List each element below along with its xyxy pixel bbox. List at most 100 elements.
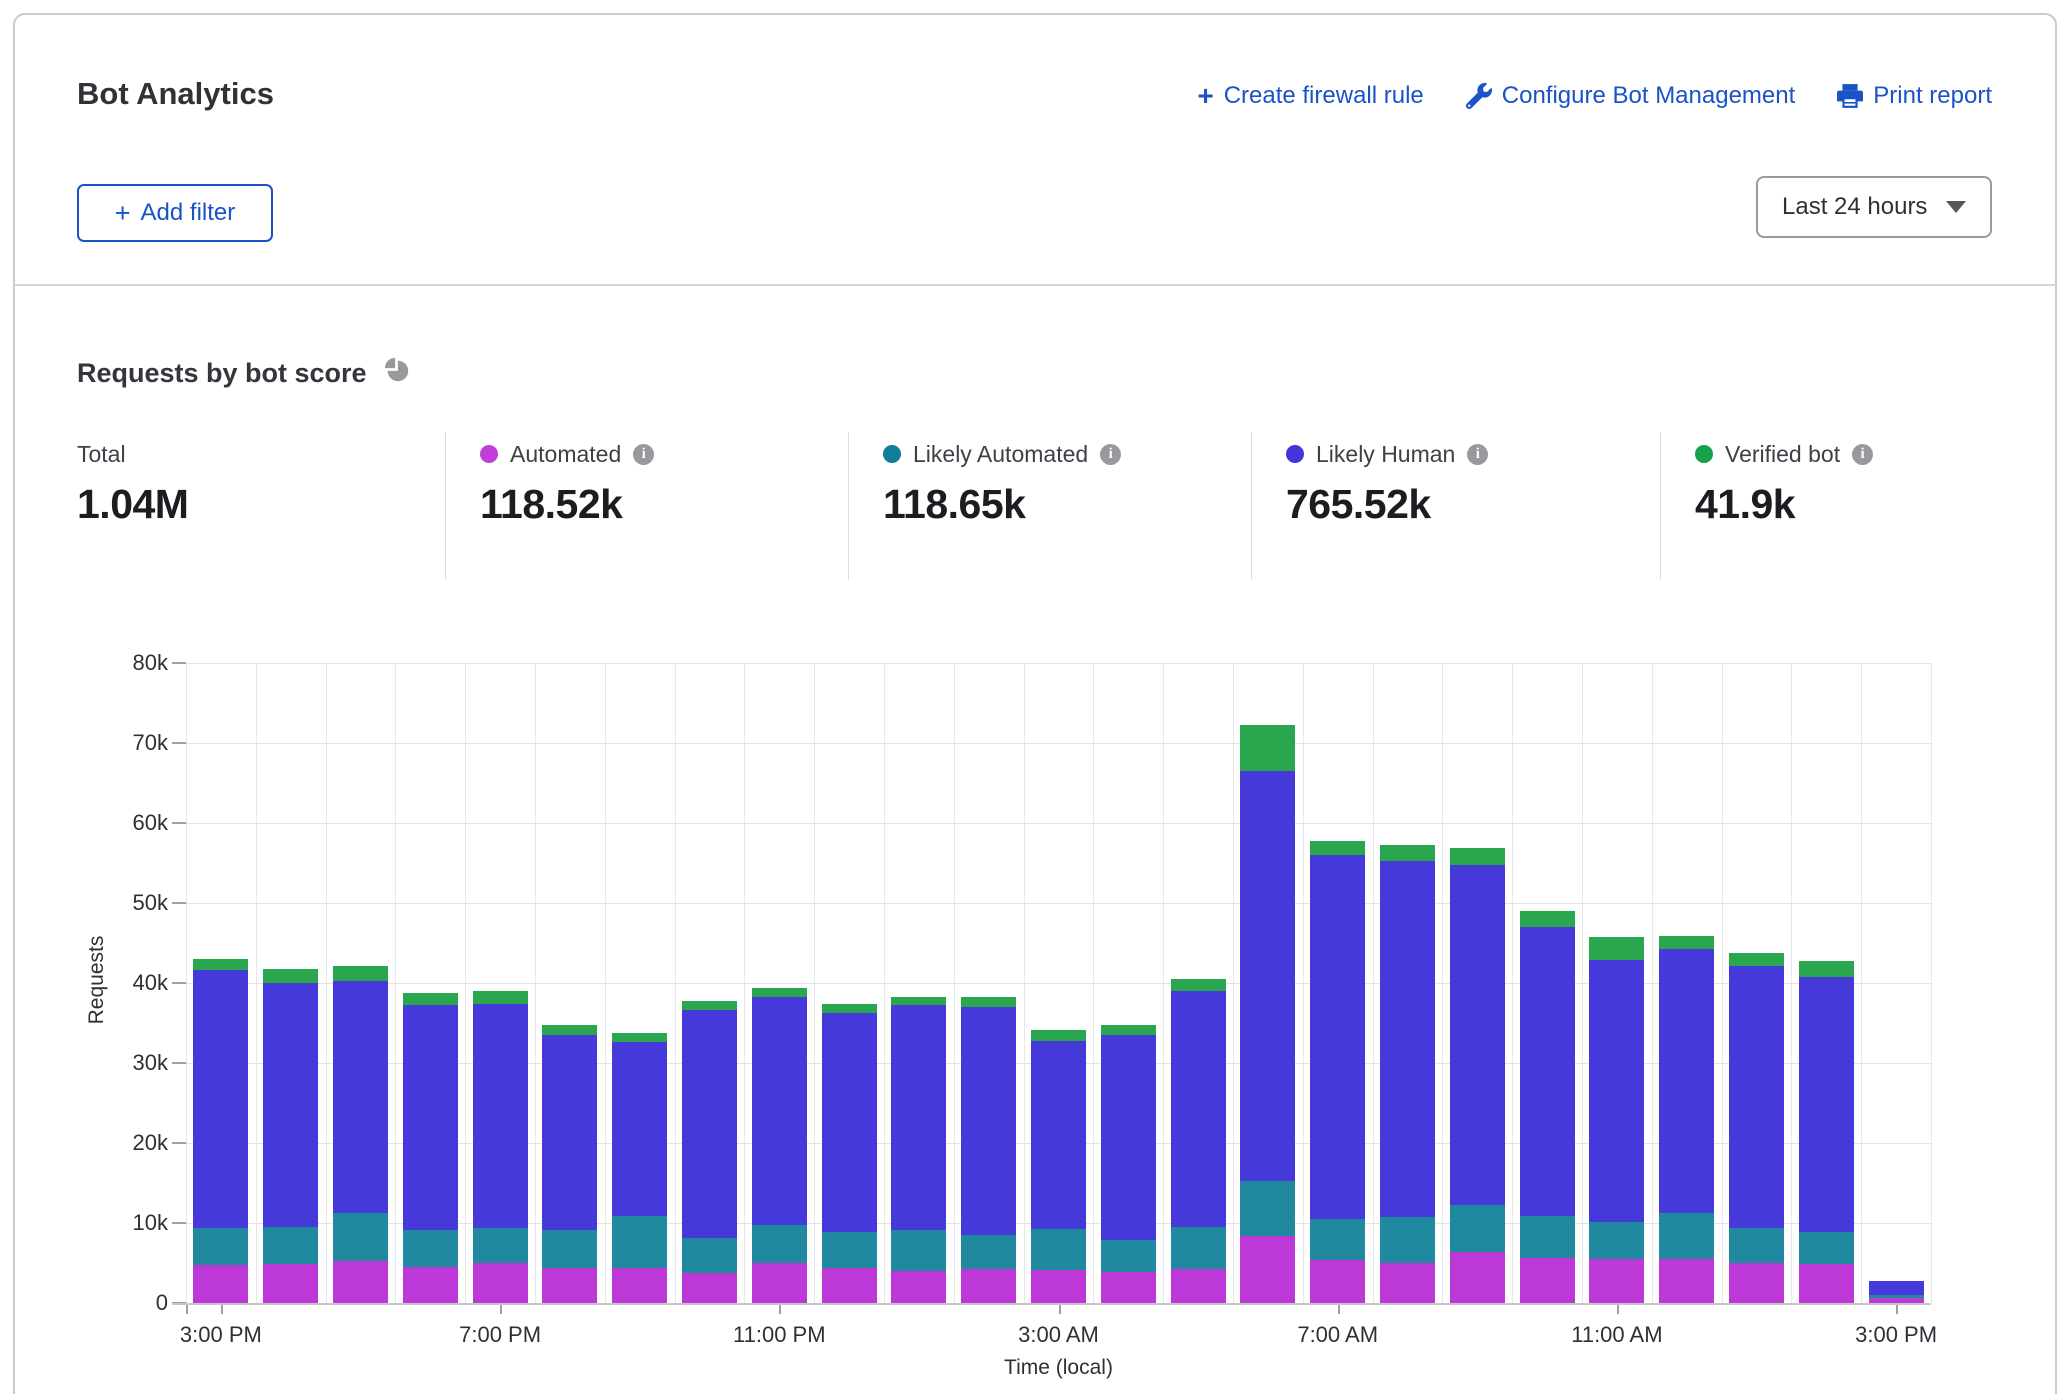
bar-hour-24[interactable]: [1868, 1280, 1924, 1303]
bar-segment-verified-bot[interactable]: [1729, 952, 1784, 967]
bar-segment-likely-human[interactable]: [1868, 1281, 1924, 1296]
bar-segment-likely-automated[interactable]: [1729, 1227, 1784, 1263]
bar-hour-17[interactable]: [1380, 844, 1435, 1303]
add-filter-button[interactable]: + Add filter: [77, 184, 273, 242]
info-icon[interactable]: i: [1852, 443, 1874, 465]
bar-segment-likely-automated[interactable]: [1380, 1217, 1435, 1263]
bar-segment-likely-human[interactable]: [542, 1035, 598, 1231]
bar-hour-2[interactable]: [333, 966, 388, 1303]
bar-segment-likely-automated[interactable]: [263, 1227, 319, 1264]
bar-segment-likely-automated[interactable]: [1868, 1295, 1924, 1299]
bar-segment-likely-automated[interactable]: [1240, 1180, 1296, 1236]
bar-segment-automated[interactable]: [1310, 1259, 1366, 1303]
bar-hour-9[interactable]: [821, 1003, 877, 1303]
bar-segment-automated[interactable]: [751, 1262, 807, 1303]
bar-segment-automated[interactable]: [1170, 1269, 1226, 1303]
bar-hour-21[interactable]: [1659, 935, 1715, 1303]
bar-segment-verified-bot[interactable]: [821, 1003, 877, 1014]
bar-segment-verified-bot[interactable]: [193, 959, 249, 971]
bar-segment-likely-automated[interactable]: [1798, 1231, 1854, 1264]
bar-segment-likely-automated[interactable]: [1519, 1215, 1575, 1259]
bar-segment-likely-human[interactable]: [751, 997, 807, 1225]
bar-segment-likely-human[interactable]: [1589, 959, 1645, 1223]
bar-hour-16[interactable]: [1310, 840, 1366, 1303]
bar-segment-likely-human[interactable]: [1310, 855, 1366, 1219]
bar-hour-15[interactable]: [1240, 724, 1296, 1303]
bar-segment-automated[interactable]: [682, 1272, 737, 1303]
bar-segment-verified-bot[interactable]: [891, 996, 947, 1006]
bar-segment-likely-automated[interactable]: [193, 1227, 249, 1266]
bar-hour-4[interactable]: [472, 991, 528, 1303]
bar-segment-likely-automated[interactable]: [1170, 1227, 1226, 1270]
bar-hour-7[interactable]: [682, 1001, 737, 1303]
bar-segment-verified-bot[interactable]: [1449, 847, 1505, 865]
bar-segment-likely-automated[interactable]: [1100, 1239, 1156, 1272]
bar-segment-likely-human[interactable]: [1100, 1035, 1156, 1240]
time-range-select[interactable]: Last 24 hours: [1756, 176, 1992, 238]
bar-segment-automated[interactable]: [612, 1267, 668, 1303]
bar-segment-automated[interactable]: [1031, 1270, 1086, 1303]
bar-segment-likely-automated[interactable]: [1659, 1212, 1715, 1259]
bar-hour-18[interactable]: [1449, 847, 1505, 1303]
bar-segment-likely-automated[interactable]: [1449, 1204, 1505, 1252]
bar-segment-automated[interactable]: [402, 1266, 458, 1303]
bar-segment-likely-automated[interactable]: [682, 1238, 737, 1273]
bar-segment-automated[interactable]: [1798, 1263, 1854, 1303]
bar-segment-verified-bot[interactable]: [542, 1025, 598, 1036]
create-firewall-rule-link[interactable]: + Create firewall rule: [1197, 80, 1424, 111]
bar-segment-likely-automated[interactable]: [542, 1230, 598, 1268]
bar-segment-likely-human[interactable]: [1380, 860, 1435, 1218]
bar-segment-likely-automated[interactable]: [891, 1230, 947, 1271]
bar-segment-automated[interactable]: [333, 1261, 388, 1303]
print-report-link[interactable]: Print report: [1837, 82, 1992, 110]
bar-segment-automated[interactable]: [542, 1267, 598, 1303]
bar-segment-likely-automated[interactable]: [612, 1215, 668, 1268]
bar-hour-10[interactable]: [891, 996, 947, 1303]
bar-segment-likely-human[interactable]: [1449, 864, 1505, 1205]
bar-segment-likely-human[interactable]: [1798, 977, 1854, 1232]
bar-segment-verified-bot[interactable]: [402, 993, 458, 1006]
bar-segment-verified-bot[interactable]: [682, 1001, 737, 1011]
bar-segment-likely-human[interactable]: [961, 1007, 1017, 1235]
bar-segment-likely-human[interactable]: [612, 1042, 668, 1216]
bar-segment-automated[interactable]: [1589, 1258, 1645, 1303]
bar-segment-verified-bot[interactable]: [1380, 844, 1435, 861]
bar-segment-automated[interactable]: [263, 1263, 319, 1303]
bar-segment-likely-automated[interactable]: [472, 1227, 528, 1263]
bar-segment-automated[interactable]: [1240, 1235, 1296, 1303]
bar-segment-likely-automated[interactable]: [333, 1212, 388, 1262]
bar-segment-verified-bot[interactable]: [1031, 1030, 1086, 1041]
bar-segment-likely-human[interactable]: [1519, 927, 1575, 1216]
bar-segment-likely-human[interactable]: [333, 980, 388, 1213]
bar-segment-likely-automated[interactable]: [402, 1230, 458, 1267]
bar-segment-automated[interactable]: [1449, 1251, 1505, 1303]
bar-segment-likely-automated[interactable]: [1310, 1219, 1366, 1260]
bar-segment-likely-human[interactable]: [1240, 771, 1296, 1181]
bar-segment-likely-human[interactable]: [1729, 966, 1784, 1228]
bar-hour-13[interactable]: [1100, 1024, 1156, 1303]
bar-segment-likely-human[interactable]: [821, 1013, 877, 1232]
bar-segment-automated[interactable]: [821, 1267, 877, 1303]
bar-segment-likely-human[interactable]: [193, 970, 249, 1228]
bar-segment-automated[interactable]: [1868, 1298, 1924, 1303]
bar-hour-0[interactable]: [193, 959, 249, 1303]
bar-segment-automated[interactable]: [1100, 1271, 1156, 1303]
bar-segment-likely-human[interactable]: [682, 1010, 737, 1239]
configure-bot-management-link[interactable]: Configure Bot Management: [1465, 82, 1795, 110]
bar-segment-likely-human[interactable]: [472, 1003, 528, 1228]
bar-hour-3[interactable]: [402, 993, 458, 1303]
bar-segment-verified-bot[interactable]: [1240, 724, 1296, 772]
info-icon[interactable]: i: [1467, 443, 1489, 465]
bar-hour-23[interactable]: [1798, 960, 1854, 1303]
bar-segment-automated[interactable]: [1659, 1258, 1715, 1303]
bar-segment-verified-bot[interactable]: [472, 991, 528, 1004]
bar-segment-likely-automated[interactable]: [1589, 1222, 1645, 1259]
bar-segment-likely-human[interactable]: [891, 1005, 947, 1231]
bar-hour-20[interactable]: [1589, 937, 1645, 1303]
bar-segment-automated[interactable]: [193, 1265, 249, 1303]
bar-segment-automated[interactable]: [1380, 1262, 1435, 1303]
bar-segment-verified-bot[interactable]: [961, 997, 1017, 1007]
bar-hour-14[interactable]: [1170, 979, 1226, 1303]
bar-segment-verified-bot[interactable]: [1310, 840, 1366, 855]
info-icon[interactable]: i: [1100, 443, 1122, 465]
